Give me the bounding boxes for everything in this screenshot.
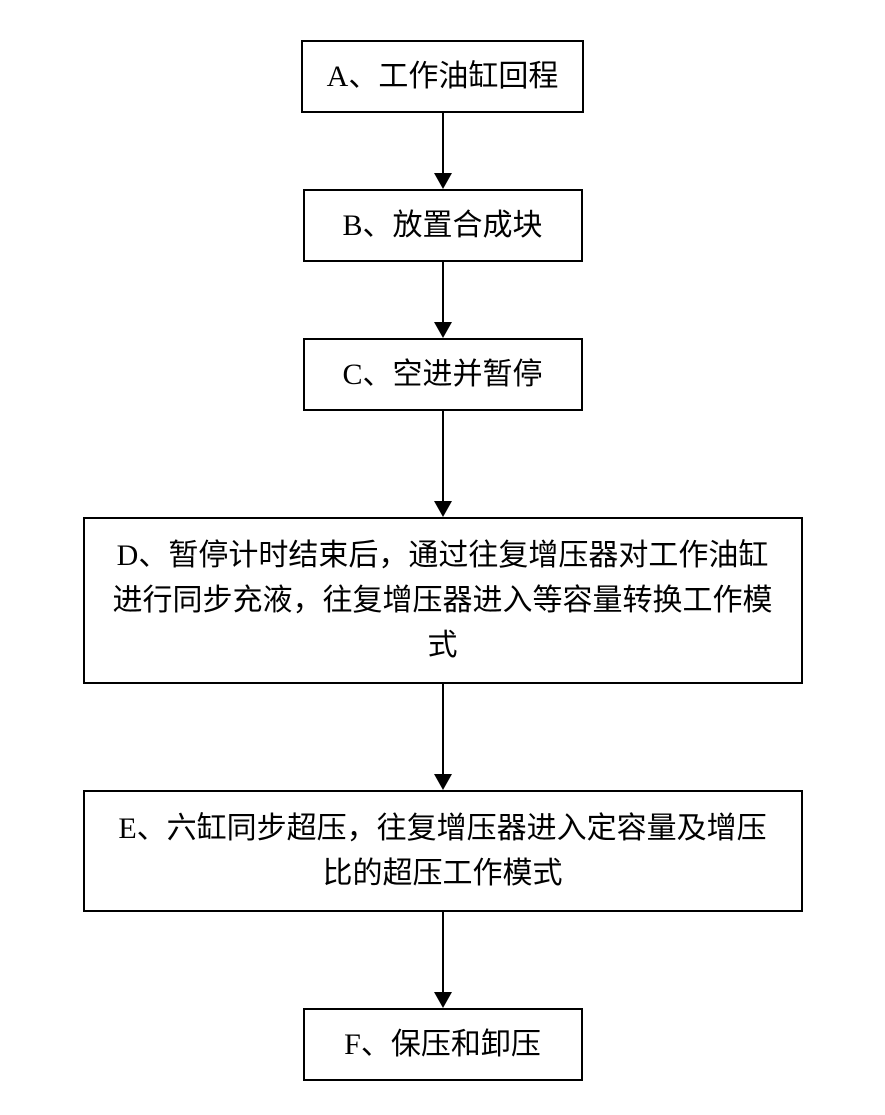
step-e-label: E、六缸同步超压，往复增压器进入定容量及增压比的超压工作模式 <box>118 812 766 890</box>
step-b-box: B、放置合成块 <box>303 189 583 262</box>
arrow-head-icon <box>434 173 452 189</box>
arrow-d-to-e <box>434 684 452 790</box>
arrow-c-to-d <box>434 411 452 517</box>
step-f-label: F、保压和卸压 <box>344 1028 541 1061</box>
step-e-box: E、六缸同步超压，往复增压器进入定容量及增压比的超压工作模式 <box>83 790 803 912</box>
step-c-box: C、空进并暂停 <box>303 338 583 411</box>
arrow-head-icon <box>434 501 452 517</box>
step-b-label: B、放置合成块 <box>342 209 542 242</box>
arrow-line <box>442 411 444 501</box>
step-d-box: D、暂停计时结束后，通过往复增压器对工作油缸进行同步充液，往复增压器进入等容量转… <box>83 517 803 684</box>
step-f-box: F、保压和卸压 <box>303 1008 583 1081</box>
arrow-e-to-f <box>434 912 452 1008</box>
arrow-line <box>442 262 444 322</box>
flowchart-container: A、工作油缸回程 B、放置合成块 C、空进并暂停 D、暂停计时结束后，通过往复增… <box>83 40 803 1081</box>
arrow-line <box>442 684 444 774</box>
arrow-head-icon <box>434 992 452 1008</box>
arrow-head-icon <box>434 322 452 338</box>
step-c-label: C、空进并暂停 <box>342 358 542 391</box>
arrow-line <box>442 113 444 173</box>
arrow-a-to-b <box>434 113 452 189</box>
arrow-b-to-c <box>434 262 452 338</box>
step-a-box: A、工作油缸回程 <box>301 40 585 113</box>
arrow-line <box>442 912 444 992</box>
step-a-label: A、工作油缸回程 <box>327 60 559 93</box>
step-d-label: D、暂停计时结束后，通过往复增压器对工作油缸进行同步充液，往复增压器进入等容量转… <box>113 539 773 662</box>
arrow-head-icon <box>434 774 452 790</box>
